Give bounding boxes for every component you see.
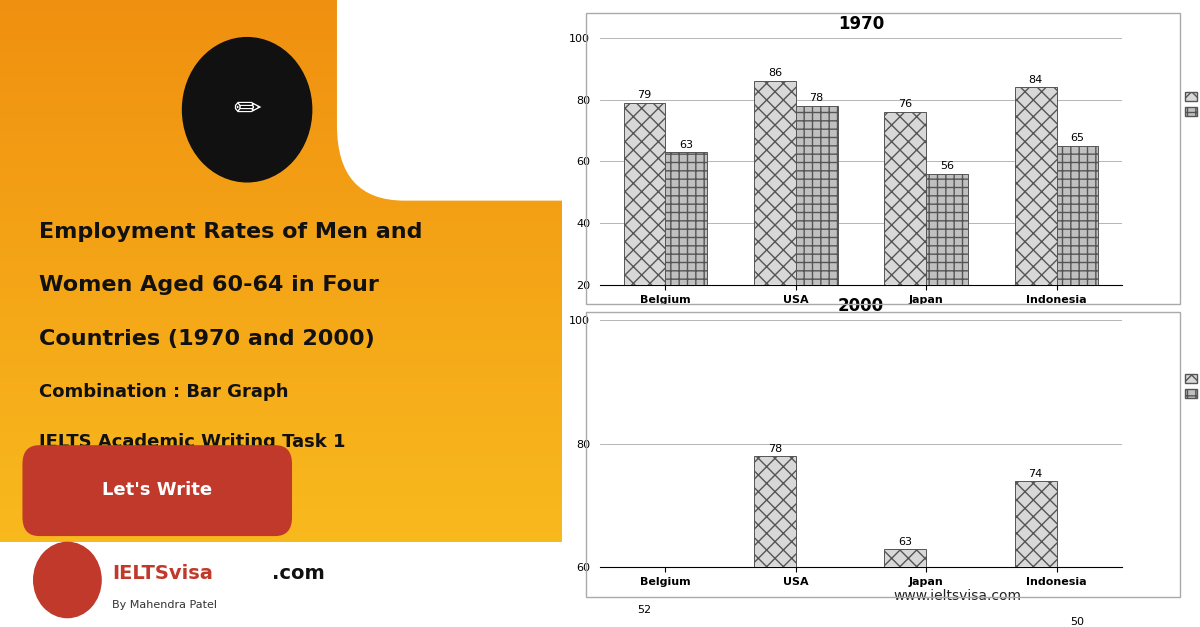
Legend: Men, ...: Men, ...: [1181, 369, 1200, 404]
Bar: [624, 103, 666, 347]
Bar: [754, 81, 796, 347]
Text: 50: 50: [1070, 618, 1085, 627]
Text: 86: 86: [768, 68, 782, 78]
Text: 63: 63: [899, 537, 912, 547]
Text: 78: 78: [768, 444, 782, 454]
Bar: [624, 617, 666, 627]
Text: 63: 63: [679, 140, 694, 150]
Text: Countries (1970 and 2000): Countries (1970 and 2000): [40, 329, 376, 349]
Bar: [1015, 481, 1056, 627]
Text: Let's Write: Let's Write: [102, 482, 212, 499]
Bar: [796, 106, 838, 347]
Circle shape: [34, 542, 101, 618]
Circle shape: [182, 38, 312, 182]
Text: 74: 74: [1028, 469, 1043, 479]
Title: 1970: 1970: [838, 15, 884, 33]
Legend: Men, ...: Men, ...: [1181, 87, 1200, 122]
Text: Women Aged 60-64 in Four: Women Aged 60-64 in Four: [40, 275, 379, 295]
Text: Employment Rates of Men and: Employment Rates of Men and: [40, 222, 422, 242]
Text: www.ieltsvisa.com: www.ieltsvisa.com: [894, 589, 1021, 603]
Text: 84: 84: [1028, 75, 1043, 85]
FancyBboxPatch shape: [0, 542, 562, 627]
Text: 52: 52: [637, 605, 652, 615]
Text: By Mahendra Patel: By Mahendra Patel: [113, 600, 217, 610]
Title: 2000: 2000: [838, 297, 884, 315]
Text: Combination : Bar Graph: Combination : Bar Graph: [40, 383, 289, 401]
Bar: [926, 174, 968, 347]
Bar: [666, 152, 707, 347]
Bar: [1015, 87, 1056, 347]
Text: 79: 79: [637, 90, 652, 100]
Text: 78: 78: [810, 93, 823, 103]
FancyBboxPatch shape: [23, 445, 292, 536]
Bar: [1056, 146, 1098, 347]
Text: 76: 76: [899, 100, 912, 110]
Text: ✏: ✏: [233, 93, 262, 126]
Bar: [754, 456, 796, 627]
FancyBboxPatch shape: [337, 0, 752, 201]
Bar: [884, 549, 926, 627]
Text: 56: 56: [940, 161, 954, 171]
Text: 65: 65: [1070, 134, 1085, 144]
Text: .com: .com: [272, 564, 325, 583]
Text: IELTSvisa: IELTSvisa: [113, 564, 214, 583]
Text: IELTS Academic Writing Task 1: IELTS Academic Writing Task 1: [40, 433, 346, 451]
Bar: [884, 112, 926, 347]
